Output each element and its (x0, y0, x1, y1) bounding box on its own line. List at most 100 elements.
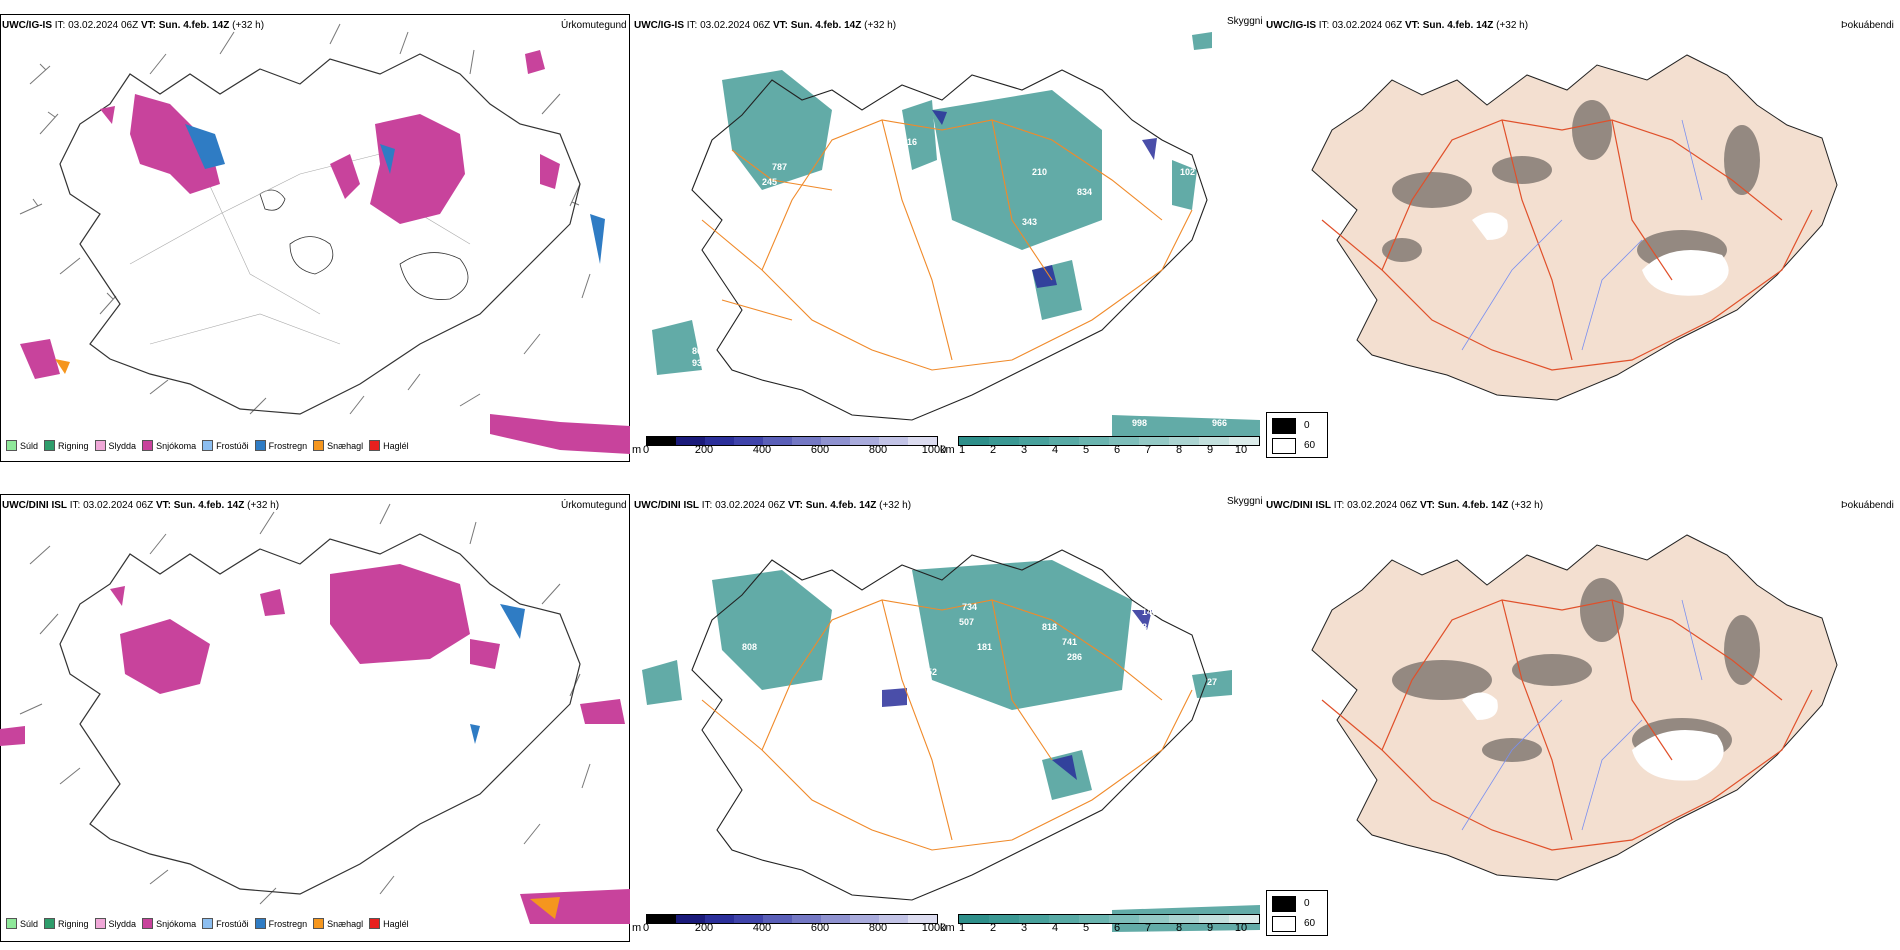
cloud-base-value: 507 (959, 617, 974, 627)
row1-fog-header: UWC/IG-IS IT: 03.02.2024 06Z VT: Sun. 4.… (1266, 20, 1528, 32)
iceland-outline (691, 549, 1208, 901)
iceland-outline (59, 533, 581, 895)
it-value: 03.02.2024 06Z (68, 20, 139, 31)
roads (1321, 119, 1813, 371)
legend-sleet: Slydda (94, 440, 136, 451)
model-name: UWC/IG-IS (634, 20, 684, 31)
lead-time: (+32 h) (247, 500, 280, 511)
cloud-base-value: 734 (962, 602, 977, 612)
vt-label: VT: (772, 20, 788, 31)
cloud-base-value: 140 (1142, 607, 1157, 617)
lead-time: (+32 h) (1496, 20, 1529, 31)
roads (1321, 599, 1813, 851)
row2-precip-header: UWC/DINI ISL IT: 03.02.2024 06Z VT: Sun.… (2, 500, 279, 512)
elevation-scale-row1 (646, 436, 938, 446)
cloud-panel-row2: 808 734 507 818 741 181 286 152 138 140 257 100 27 (632, 500, 1260, 940)
visibility-scale-row2 (958, 914, 1260, 924)
m-unit: m (632, 444, 642, 456)
cloud-base-value: 808 (742, 642, 757, 652)
cloud-map-row2: 808 734 507 818 741 181 286 152 138 140 257 100 27 (642, 549, 1260, 932)
it-value: 03.02.2024 06Z (715, 500, 786, 511)
precip-panel-row2 (0, 494, 630, 942)
lead-time: (+32 h) (1511, 500, 1544, 511)
fog-map-row2 (1311, 534, 1838, 881)
fog-panel-row1 (1262, 20, 1900, 410)
it-label: IT: (701, 500, 713, 511)
model-name: UWC/IG-IS (2, 20, 52, 31)
vt-value: Sun. 4.feb. 14Z (158, 20, 230, 31)
row2-fog-header: UWC/DINI ISL IT: 03.02.2024 06Z VT: Sun.… (1266, 500, 1543, 512)
it-value: 03.02.2024 06Z (1332, 20, 1403, 31)
cloud-base-value: 152 (922, 667, 937, 677)
fog-legend-row1: 0 60 (1266, 412, 1328, 458)
vt-value: Sun. 4.feb. 14Z (1437, 500, 1509, 511)
it-label: IT: (1318, 20, 1330, 31)
it-label: IT: (686, 20, 698, 31)
cloud-base-value: 834 (1077, 187, 1092, 197)
row2-cloud-header: UWC/DINI ISL IT: 03.02.2024 06Z VT: Sun.… (634, 500, 911, 512)
row1-fog-title: Þokuábendi (1841, 20, 1894, 31)
row2-cloud-title: Skyggni (1227, 496, 1263, 507)
elevation-scale-row2 (646, 914, 938, 924)
precip-legend-row1: Súld Rigning Slydda Snjókoma Frostúði Fr… (6, 440, 409, 451)
km-unit: km (940, 444, 955, 456)
cloud-base-value: 286 (1067, 652, 1082, 662)
vt-value: Sun. 4.feb. 14Z (173, 500, 245, 511)
visibility-scale-row1 (958, 436, 1260, 446)
cloud-base-value: 100 (1087, 729, 1102, 739)
precip-map-row1 (0, 14, 630, 462)
vt-value: Sun. 4.feb. 14Z (1422, 20, 1494, 31)
legend-freezing-rain: Frostregn (254, 440, 307, 451)
cloud-base-value: 138 (1132, 622, 1147, 632)
model-name: UWC/DINI ISL (634, 500, 699, 511)
vt-label: VT: (1419, 500, 1435, 511)
tick: 400 (752, 444, 772, 456)
cloud-base-value: 966 (1212, 418, 1227, 428)
cloud-base-value: 818 (1042, 622, 1057, 632)
cloud-base-value: 257 (1060, 732, 1075, 742)
lead-time: (+32 h) (864, 20, 897, 31)
it-value: 03.02.2024 06Z (1347, 500, 1418, 511)
fog-legend-row2: 0 60 (1266, 890, 1328, 936)
vt-value: Sun. 4.feb. 14Z (805, 500, 877, 511)
model-name: UWC/DINI ISL (2, 500, 67, 511)
legend-snow: Snjókoma (142, 440, 196, 451)
cloud-base-value: 132 (1102, 272, 1117, 282)
iceland-outline (691, 69, 1208, 421)
legend-hail: Haglél (369, 440, 409, 451)
iceland-outline (59, 53, 581, 415)
cloud-base-value: 741 (1062, 637, 1077, 647)
cloud-base-value: 27 (1207, 677, 1217, 687)
snow-patches (20, 50, 630, 454)
model-name: UWC/DINI ISL (1266, 500, 1331, 511)
vt-label: VT: (1404, 20, 1420, 31)
cloud-base-value: 343 (1022, 217, 1037, 227)
tick: 0 (642, 444, 650, 456)
km-unit: km (940, 922, 955, 934)
cloud-base-value: 210 (1032, 167, 1047, 177)
legend-rain: Rigning (44, 440, 89, 451)
cloud-base-value: 998 (1132, 418, 1147, 428)
row2-fog-title: Þokuábendi (1841, 500, 1894, 511)
rivers (1461, 599, 1703, 831)
model-name: UWC/IG-IS (1266, 20, 1316, 31)
cloud-base-value: 216 (902, 137, 917, 147)
m-unit: m (632, 922, 642, 934)
row1-cloud-title: Skyggni (1227, 16, 1263, 27)
snow-patches (0, 564, 630, 924)
precip-panel-row1 (0, 14, 630, 462)
roads (701, 119, 1193, 371)
iceland-land (1311, 54, 1838, 401)
legend-freezing-drizzle: Frostúði (202, 440, 249, 451)
cloud-panel-row1: 787 245 216 210 834 343 132 508 867 937 998 966 102 (632, 20, 1260, 460)
iceland-land (1311, 534, 1838, 881)
vt-label: VT: (155, 500, 171, 511)
cloud-base-value: 181 (977, 642, 992, 652)
precip-legend-row2: Súld Rigning Slydda Snjókoma Frostúði Fr… (6, 918, 409, 929)
row2-precip-title: Úrkomutegund (561, 500, 627, 511)
cloud-base-value: 867 (692, 346, 707, 356)
roads (701, 599, 1193, 851)
cloud-base-value: 102 (1180, 167, 1195, 177)
cloud-base-value: 508 (1102, 277, 1117, 287)
